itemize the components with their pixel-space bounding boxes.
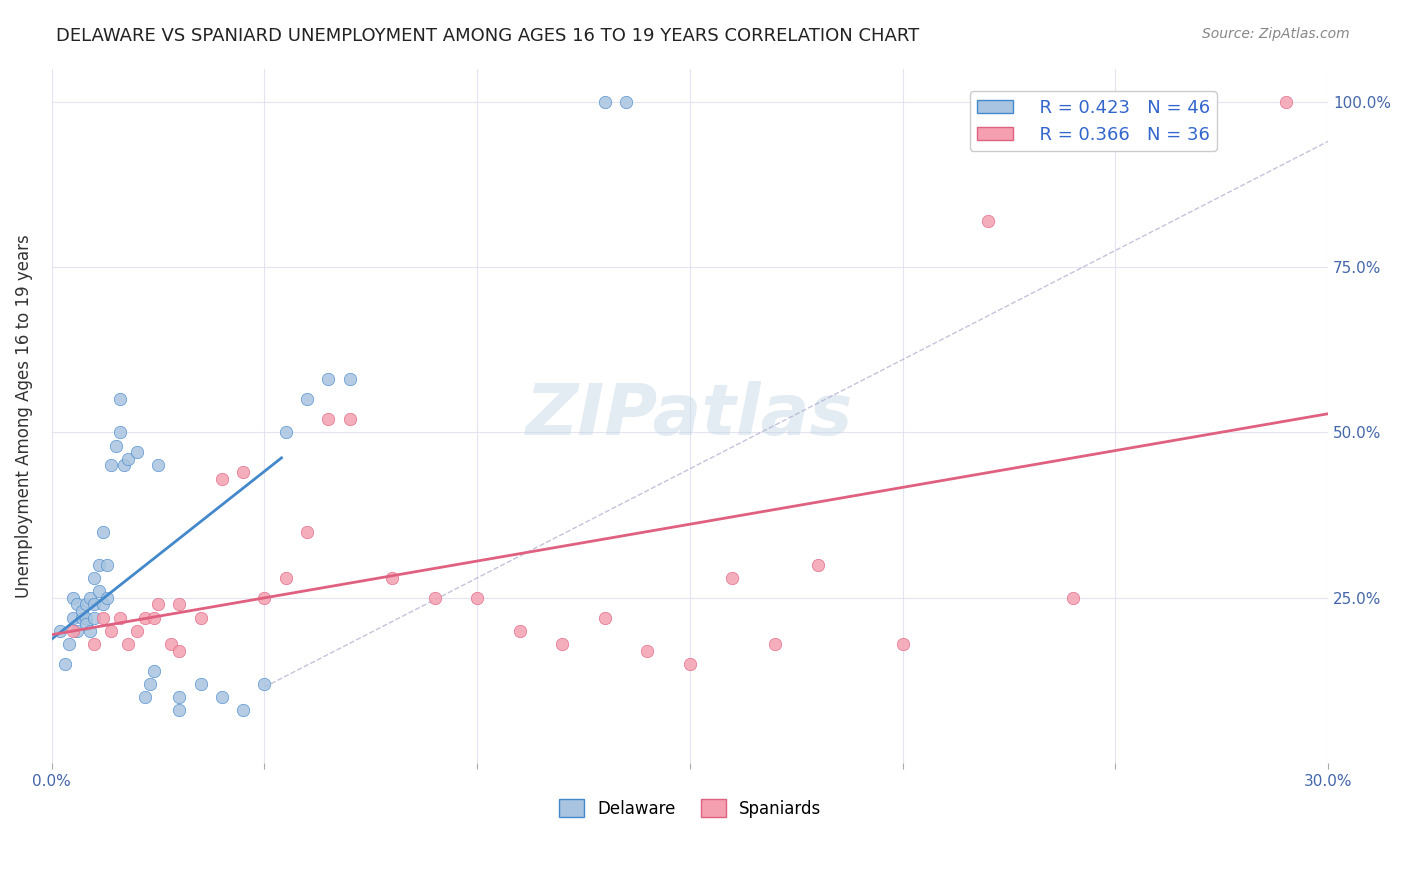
Point — [58, 637, 80, 651]
Point — [636, 643, 658, 657]
Point — [295, 392, 318, 407]
Point — [83, 571, 105, 585]
Point — [134, 690, 156, 704]
Point — [100, 624, 122, 638]
Point — [62, 591, 84, 605]
Point — [87, 558, 110, 572]
Point — [49, 624, 72, 638]
Point — [117, 637, 139, 651]
Point — [593, 610, 616, 624]
Point — [806, 558, 828, 572]
Point — [75, 610, 97, 624]
Point — [253, 591, 276, 605]
Point — [79, 591, 101, 605]
Point — [891, 637, 914, 651]
Point — [66, 624, 89, 638]
Point — [316, 372, 339, 386]
Point — [104, 439, 127, 453]
Point — [70, 610, 93, 624]
Point — [274, 571, 297, 585]
Point — [83, 598, 105, 612]
Point — [108, 392, 131, 407]
Point — [211, 690, 233, 704]
Point — [108, 610, 131, 624]
Point — [232, 703, 254, 717]
Point — [125, 445, 148, 459]
Point — [169, 598, 191, 612]
Point — [70, 604, 93, 618]
Point — [169, 643, 191, 657]
Point — [96, 558, 118, 572]
Point — [142, 664, 165, 678]
Point — [91, 610, 114, 624]
Point — [66, 598, 89, 612]
Point — [169, 703, 191, 717]
Point — [1274, 95, 1296, 109]
Point — [614, 95, 637, 109]
Point — [551, 637, 574, 651]
Y-axis label: Unemployment Among Ages 16 to 19 years: Unemployment Among Ages 16 to 19 years — [15, 234, 32, 598]
Point — [339, 372, 361, 386]
Point — [274, 425, 297, 440]
Point — [75, 598, 97, 612]
Point — [509, 624, 531, 638]
Point — [232, 465, 254, 479]
Point — [75, 617, 97, 632]
Point — [721, 571, 744, 585]
Point — [190, 677, 212, 691]
Point — [83, 637, 105, 651]
Point — [211, 472, 233, 486]
Point — [53, 657, 76, 671]
Point — [91, 598, 114, 612]
Point — [87, 584, 110, 599]
Text: DELAWARE VS SPANIARD UNEMPLOYMENT AMONG AGES 16 TO 19 YEARS CORRELATION CHART: DELAWARE VS SPANIARD UNEMPLOYMENT AMONG … — [56, 27, 920, 45]
Point — [146, 598, 169, 612]
Point — [117, 451, 139, 466]
Point — [295, 524, 318, 539]
Point — [138, 677, 160, 691]
Point — [190, 610, 212, 624]
Point — [62, 610, 84, 624]
Point — [381, 571, 404, 585]
Point — [316, 412, 339, 426]
Point — [977, 213, 1000, 227]
Point — [79, 624, 101, 638]
Point — [169, 690, 191, 704]
Point — [108, 425, 131, 440]
Text: ZIPatlas: ZIPatlas — [526, 381, 853, 450]
Point — [160, 637, 183, 651]
Point — [679, 657, 702, 671]
Point — [83, 610, 105, 624]
Text: Source: ZipAtlas.com: Source: ZipAtlas.com — [1202, 27, 1350, 41]
Point — [96, 591, 118, 605]
Point — [253, 677, 276, 691]
Point — [465, 591, 488, 605]
Point — [339, 412, 361, 426]
Point — [100, 458, 122, 473]
Point — [593, 95, 616, 109]
Point — [125, 624, 148, 638]
Point — [1062, 591, 1084, 605]
Legend: Delaware, Spaniards: Delaware, Spaniards — [553, 793, 828, 824]
Point — [423, 591, 446, 605]
Point — [112, 458, 135, 473]
Point — [134, 610, 156, 624]
Point — [91, 524, 114, 539]
Point — [62, 624, 84, 638]
Point — [763, 637, 786, 651]
Point — [142, 610, 165, 624]
Point — [146, 458, 169, 473]
